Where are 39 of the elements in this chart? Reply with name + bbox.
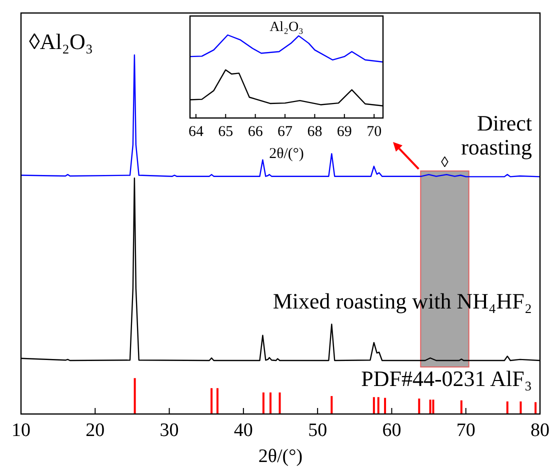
bar — [460, 400, 462, 414]
x-tick-label: 69 — [336, 124, 352, 140]
bar — [432, 400, 434, 414]
bar — [534, 402, 537, 414]
bar — [520, 401, 522, 414]
bar — [506, 401, 508, 414]
x-tick-label: 50 — [308, 420, 328, 441]
x-axis-title: 2θ/(°) — [258, 446, 303, 467]
chart-title: Al₂O₃ — [270, 20, 304, 35]
bar — [278, 392, 281, 414]
x-tick-label: 70 — [456, 420, 476, 441]
x-tick-label: 68 — [307, 124, 322, 140]
x-tick-label: 60 — [382, 420, 402, 441]
x-tick-label: 80 — [530, 420, 550, 441]
series-label: PDF#44-0231 AlF₃ — [361, 366, 532, 392]
bar — [269, 392, 272, 414]
x-tick-label: 65 — [218, 124, 234, 140]
bar — [262, 392, 264, 414]
x-tick-label: 67 — [278, 124, 294, 140]
x-tick-label: 66 — [248, 124, 264, 140]
x-tick-label: 40 — [234, 420, 253, 441]
series-label: Direct roasting — [461, 110, 532, 160]
x-tick-label: 10 — [12, 420, 30, 441]
bar — [384, 398, 386, 414]
bar — [330, 396, 333, 414]
bar — [210, 388, 213, 414]
x-tick-label: 30 — [160, 420, 179, 441]
x-tick-label: 20 — [86, 420, 105, 441]
bar — [418, 398, 420, 414]
bar — [216, 388, 218, 414]
x-tick-label: 64 — [188, 124, 204, 140]
bar — [429, 400, 432, 414]
x-axis-title: 2θ/(°) — [269, 146, 304, 162]
x-tick-label: 70 — [366, 124, 382, 140]
text: ◊Al₂O₃ — [29, 29, 94, 54]
bar — [377, 397, 380, 414]
annotation: ◊ — [441, 154, 450, 171]
bar — [134, 378, 136, 414]
bar — [372, 397, 375, 414]
